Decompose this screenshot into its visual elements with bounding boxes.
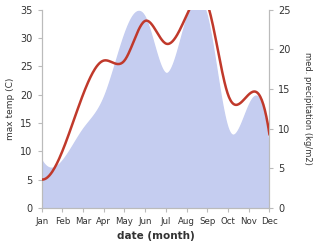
- Y-axis label: max temp (C): max temp (C): [5, 78, 15, 140]
- Y-axis label: med. precipitation (kg/m2): med. precipitation (kg/m2): [303, 52, 313, 165]
- X-axis label: date (month): date (month): [117, 231, 194, 242]
